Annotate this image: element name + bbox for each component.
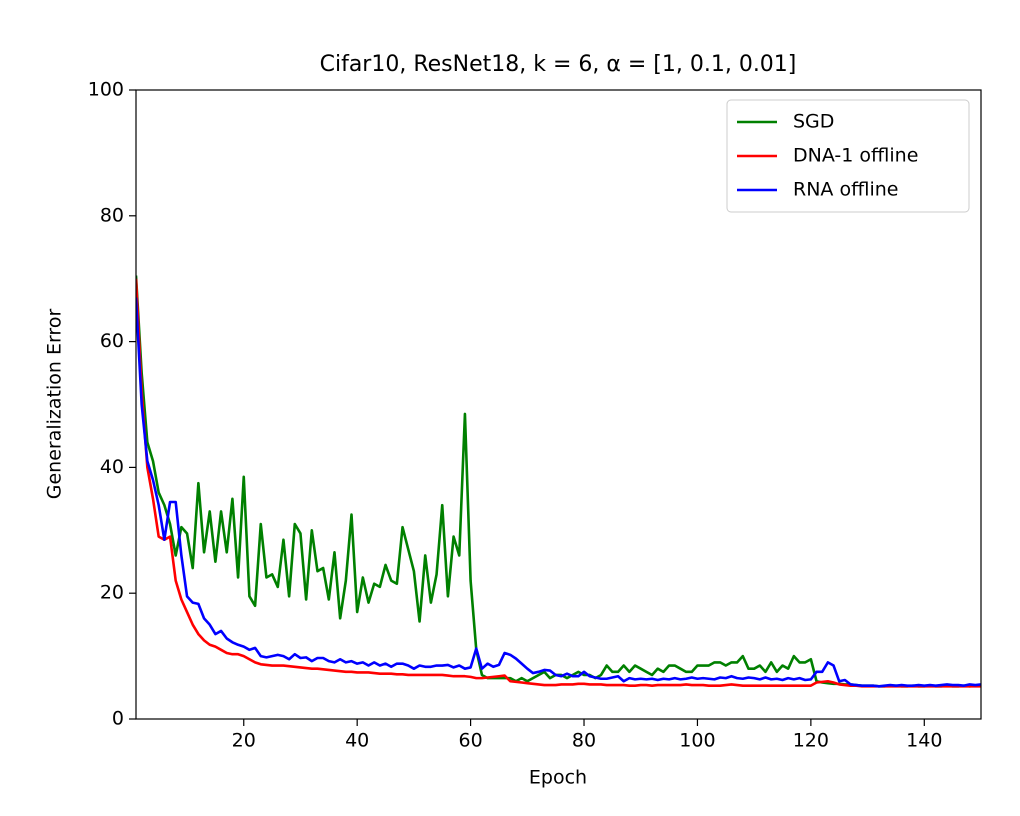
chart-title: Cifar10, ResNet18, k = 6, α = [1, 0.1, 0… <box>320 52 797 77</box>
legend-label: SGD <box>793 111 834 133</box>
plot-frame <box>135 89 982 720</box>
x-tick-label: 40 <box>345 730 369 752</box>
x-tick-label: 100 <box>679 730 715 752</box>
x-tick-label: 120 <box>793 730 829 752</box>
y-tick-label: 100 <box>88 79 124 101</box>
y-tick-label: 80 <box>100 204 124 226</box>
x-axis-label: Epoch <box>529 767 587 789</box>
legend-label: RNA offline <box>793 179 898 201</box>
x-tick-label: 140 <box>906 730 942 752</box>
series-line <box>136 297 981 688</box>
legend-label: DNA-1 offline <box>793 145 918 167</box>
y-tick-label: 60 <box>100 330 124 352</box>
series-line <box>136 275 981 688</box>
series-line <box>136 278 981 688</box>
x-tick-label: 80 <box>572 730 596 752</box>
y-tick-label: 0 <box>112 708 124 730</box>
y-tick-label: 20 <box>100 582 124 604</box>
legend-box <box>726 99 970 213</box>
x-tick-label: 60 <box>459 730 483 752</box>
y-tick-label: 40 <box>100 456 124 478</box>
y-axis-label: Generalization Error <box>44 309 66 500</box>
x-tick-label: 20 <box>232 730 256 752</box>
